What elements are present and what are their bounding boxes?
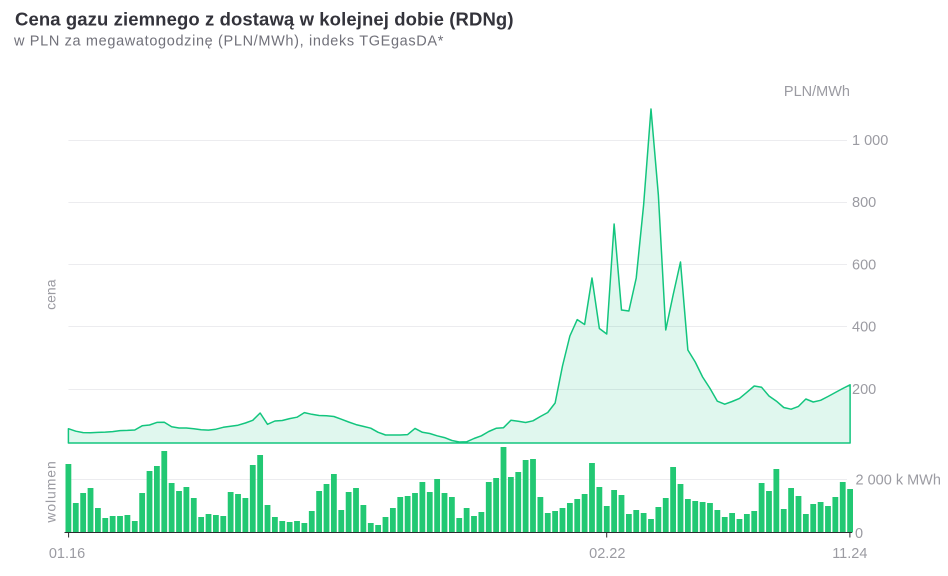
svg-text:2 000 k MWh: 2 000 k MWh	[856, 473, 941, 489]
svg-text:PLN/MWh: PLN/MWh	[784, 84, 850, 100]
svg-text:01.16: 01.16	[49, 546, 85, 562]
svg-text:0: 0	[855, 526, 863, 542]
svg-text:wolumen: wolumen	[42, 460, 58, 523]
svg-text:1 000: 1 000	[852, 133, 888, 149]
svg-text:02.22: 02.22	[589, 546, 625, 562]
svg-text:11.24: 11.24	[832, 546, 867, 562]
svg-text:800: 800	[852, 195, 876, 211]
svg-text:200: 200	[852, 382, 876, 398]
svg-text:400: 400	[852, 320, 876, 336]
svg-text:w PLN za megawatogodzinę (PLN/: w PLN za megawatogodzinę (PLN/MWh), inde…	[13, 34, 444, 50]
svg-text:600: 600	[852, 258, 876, 274]
svg-text:Cena gazu ziemnego z dostawą w: Cena gazu ziemnego z dostawą w kolejnej …	[15, 8, 514, 29]
svg-text:cena: cena	[42, 279, 58, 310]
